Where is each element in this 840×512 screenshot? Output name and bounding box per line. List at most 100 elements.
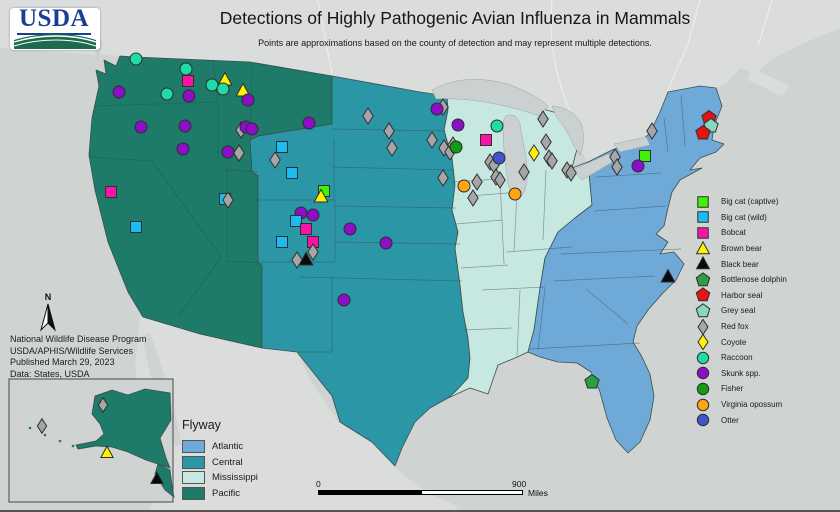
- marker-red-fox: [546, 152, 558, 170]
- flyway-central-swatch: [182, 455, 205, 469]
- marker-skunk-spp: [451, 118, 465, 132]
- info-line: USDA/APHIS/Wildlife Services: [10, 345, 134, 356]
- marker-big-cat-wild: [276, 141, 288, 153]
- flyway-legend-items: Atlantic Central Mississippi Pacific: [182, 439, 258, 501]
- scale-unit-label: Miles: [528, 488, 548, 498]
- marker-big-cat-captive: [639, 150, 651, 162]
- marker-skunk-spp: [302, 116, 316, 130]
- marker-raccoon: [129, 52, 143, 66]
- marker-black-bear: [298, 251, 314, 266]
- coyote-swatch-icon: [697, 334, 709, 351]
- legend-item-label: Coyote: [721, 337, 747, 347]
- legend-item-label: Red fox: [721, 322, 749, 332]
- marker-bobcat: [300, 223, 312, 235]
- usda-logo-text: USDA: [17, 8, 92, 35]
- marker-skunk-spp: [221, 145, 235, 159]
- black-bear-swatch-icon: [695, 256, 711, 270]
- marker-bobcat: [307, 236, 319, 248]
- legend-item-otter: Otter: [694, 412, 838, 428]
- marker-coyote: [528, 144, 540, 162]
- marker-red-fox: [437, 169, 449, 187]
- north-arrow: N: [36, 292, 60, 332]
- marker-red-fox: [471, 173, 483, 191]
- legend-item-skunk-spp: Skunk spp.: [694, 366, 838, 382]
- virginia-opossum-swatch-icon: [696, 398, 710, 411]
- marker-skunk-spp: [306, 208, 320, 222]
- marker-raccoon: [179, 62, 193, 76]
- legend-item-bottlenose-dolphin: Bottlenose dolphin: [694, 272, 838, 288]
- legend-item-coyote: Coyote: [694, 334, 838, 351]
- marker-otter: [492, 151, 506, 165]
- marker-raccoon: [490, 119, 504, 133]
- usda-logo-swoosh-icon: [13, 34, 97, 49]
- big-cat-captive-swatch-icon: [697, 196, 709, 208]
- compass-needle-icon: [40, 303, 56, 332]
- marker-harbor-seal: [695, 124, 711, 140]
- legend-item-label: Fisher: [721, 384, 744, 394]
- brown-bear-swatch-icon: [695, 240, 711, 254]
- marker-bobcat: [105, 186, 117, 198]
- flyway-item-atlantic: Atlantic: [182, 439, 258, 455]
- marker-skunk-spp: [343, 222, 357, 236]
- red-fox-swatch-icon: [697, 318, 709, 335]
- scale-bar-filled-segment: [318, 490, 421, 495]
- marker-red-fox: [233, 144, 245, 162]
- legend-item-label: Big cat (wild): [721, 212, 767, 222]
- flyway-item-label: Pacific: [212, 487, 240, 499]
- marker-skunk-spp: [337, 293, 351, 307]
- north-label: N: [44, 292, 52, 302]
- legend-item-big-cat-captive: Big cat (captive): [694, 194, 838, 210]
- marker-red-fox: [467, 189, 479, 207]
- marker-red-fox: [97, 396, 109, 414]
- flyway-legend-title: Flyway: [182, 418, 221, 432]
- legend-item-black-bear: Black bear: [694, 256, 838, 272]
- marker-red-fox: [269, 151, 281, 169]
- legend-item-virginia-opossum: Virginia opossum: [694, 397, 838, 413]
- flyway-legend: Flyway Atlantic Central Mississippi Pacific: [182, 418, 258, 501]
- mexico-landmass: [135, 316, 458, 510]
- legend-item-raccoon: Raccoon: [694, 350, 838, 366]
- legend-item-label: Skunk spp.: [721, 368, 761, 378]
- marker-red-fox: [518, 163, 530, 181]
- flyway-pacific-swatch: [182, 486, 205, 500]
- nova-scotia: [748, 68, 790, 96]
- marker-red-fox: [386, 139, 398, 157]
- marker-skunk-spp: [245, 122, 259, 136]
- scale-start-label: 0: [316, 479, 321, 489]
- alaska-detection-markers: [36, 396, 164, 484]
- marker-skunk-spp: [379, 236, 393, 250]
- marker-red-fox: [565, 164, 577, 182]
- legend-item-label: Bottlenose dolphin: [721, 275, 787, 285]
- legend-item-fisher: Fisher: [694, 381, 838, 397]
- flyway-item-mississippi: Mississippi: [182, 470, 258, 486]
- scale-end-label: 900: [512, 479, 527, 489]
- legend-item-label: Harbor seal: [721, 290, 763, 300]
- info-line: Published March 29, 2023: [10, 357, 115, 367]
- legend-item-grey-seal: Grey seal: [694, 303, 838, 319]
- info-line: Data: States, USDA: [10, 368, 90, 379]
- flyway-mississippi-swatch: [182, 471, 205, 485]
- flyway-item-label: Atlantic: [212, 441, 244, 453]
- legend-item-label: Big cat (captive): [721, 197, 779, 207]
- alaska-inset: [8, 378, 175, 503]
- legend-item-harbor-seal: Harbor seal: [694, 287, 838, 304]
- raccoon-swatch-icon: [696, 351, 710, 364]
- usda-logo: USDA: [10, 8, 100, 50]
- legend-item-label: Brown bear: [721, 244, 762, 254]
- bobcat-swatch-icon: [697, 227, 709, 239]
- marker-black-bear: [150, 471, 164, 484]
- legend-item-big-cat-wild: Big cat (wild): [694, 210, 838, 226]
- marker-big-cat-wild: [290, 215, 302, 227]
- marker-brown-bear: [100, 445, 114, 458]
- flyway-item-label: Central: [212, 456, 243, 468]
- page-subtitle: Points are approximations based on the c…: [258, 38, 652, 48]
- marker-raccoon: [205, 78, 219, 92]
- info-line: National Wildlife Disease Program: [10, 334, 147, 344]
- marker-red-fox: [36, 417, 48, 435]
- marker-raccoon: [216, 82, 230, 96]
- big-cat-wild-swatch-icon: [697, 211, 709, 224]
- marker-fisher: [449, 140, 463, 154]
- marker-skunk-spp: [178, 119, 192, 133]
- marker-skunk-spp: [241, 93, 255, 107]
